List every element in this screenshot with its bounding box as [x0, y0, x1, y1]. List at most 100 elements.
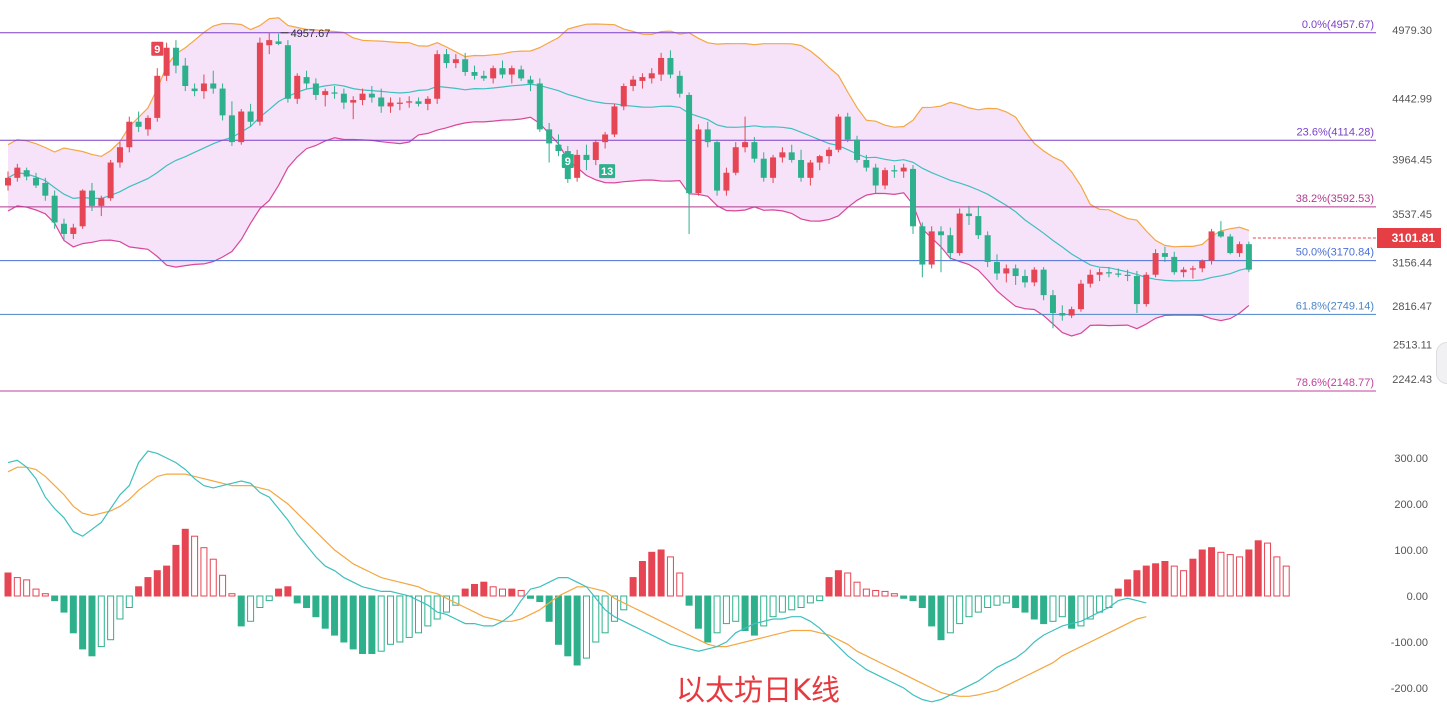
candle-body [79, 190, 86, 227]
scroll-handle[interactable] [1436, 342, 1447, 384]
candle-body [919, 226, 926, 265]
macd-histogram-bar [1142, 565, 1150, 597]
macd-histogram-bar [732, 595, 740, 622]
candle-body [844, 116, 851, 140]
macd-histogram-bar [918, 595, 926, 608]
td-marker-badge [599, 164, 616, 179]
macd-histogram-bar [275, 588, 283, 597]
fib-label-0: 0.0%(4957.67) [1302, 19, 1374, 31]
candle-body [826, 149, 833, 157]
price-tick-label: 4442.99 [1392, 93, 1432, 105]
bollinger-middle-line [7, 83, 1250, 282]
candle-body [284, 45, 291, 99]
macd-histogram-bar [872, 589, 880, 597]
macd-histogram-bar [13, 577, 21, 597]
macd-histogram-bar [508, 588, 516, 597]
macd-histogram-bar [1077, 595, 1085, 627]
fib-label-5: 78.6%(2148.77) [1296, 377, 1374, 389]
td-marker-label: 9 [154, 44, 160, 56]
fib-label-1: 23.6%(4114.28) [1297, 126, 1374, 138]
macd-histogram-bar [1030, 595, 1038, 620]
candle-body [1133, 276, 1140, 305]
candle-body [676, 75, 683, 94]
macd-histogram-bar [1273, 556, 1281, 597]
candle-body [732, 147, 739, 173]
candle-body [965, 213, 972, 217]
candle-body [1236, 244, 1243, 254]
macd-histogram-bar [424, 595, 432, 627]
candle-body [928, 231, 935, 265]
macd-histogram-bar [153, 570, 161, 597]
candle-body [1068, 309, 1075, 316]
macd-histogram-bar [1058, 595, 1066, 618]
macd-histogram-bar [526, 595, 534, 599]
macd-histogram-bar [694, 595, 702, 629]
td-marker-label: 13 [601, 166, 613, 178]
macd-tick-label: 200.00 [1394, 499, 1428, 511]
candle-body [807, 162, 814, 178]
macd-histogram-bar [564, 595, 572, 657]
macd-tick-label: -100.00 [1391, 637, 1428, 649]
macd-histogram-bar [116, 595, 124, 620]
macd-histogram-bar [1152, 563, 1160, 597]
macd-histogram-bar [303, 595, 311, 608]
macd-histogram-bar [1040, 595, 1048, 625]
macd-histogram-bar [69, 595, 77, 634]
candle-body [770, 157, 777, 178]
candle-body [798, 159, 805, 178]
candle-body [1189, 268, 1196, 270]
macd-histogram-bar [834, 570, 842, 597]
candle-body [686, 94, 693, 194]
candle-body [88, 190, 95, 206]
candle-body [294, 75, 301, 99]
macd-histogram-bar [443, 595, 451, 613]
candle-body [163, 47, 170, 76]
macd-histogram-bar [396, 595, 404, 643]
candle-body [536, 83, 543, 130]
candle-body [200, 83, 207, 92]
macd-histogram-bar [816, 595, 824, 602]
macd-histogram-bar [1002, 595, 1010, 604]
candle-body [1012, 268, 1019, 277]
candle-body [42, 182, 49, 196]
candle-body [975, 216, 982, 236]
td-marker-badge [151, 41, 164, 56]
macd-histogram-bar [172, 544, 180, 597]
macd-histogram-bar [1133, 570, 1141, 597]
candle-body [32, 177, 39, 186]
candle-body [5, 177, 11, 186]
candle-body [340, 93, 347, 103]
macd-histogram-bar [750, 595, 758, 636]
candle-body [107, 162, 114, 199]
macd-histogram-bar [452, 595, 460, 606]
candle-body [527, 79, 534, 84]
macd-histogram-bar [956, 595, 964, 625]
macd-histogram-bar [480, 581, 488, 597]
candle-body [1245, 244, 1252, 270]
candle-body [1115, 273, 1122, 275]
macd-histogram-bar [79, 595, 87, 650]
candle-body [1227, 236, 1234, 254]
macd-histogram-bar [937, 595, 945, 641]
candle-body [947, 235, 954, 254]
candle-body [602, 134, 609, 143]
candle-body [1152, 253, 1159, 275]
candle-body [583, 154, 590, 160]
macd-histogram-bar [1012, 595, 1020, 608]
candle-body [499, 68, 506, 75]
candle-body [779, 152, 786, 158]
macd-histogram-bar [387, 595, 395, 645]
macd-histogram-bar [760, 595, 768, 627]
candle-body [1208, 231, 1215, 261]
candle-body [508, 68, 515, 75]
macd-histogram-bar [377, 595, 385, 652]
macd-histogram-bar [657, 549, 665, 597]
macd-histogram-bar [1180, 570, 1188, 597]
macd-histogram-bar [368, 595, 376, 654]
macd-histogram-bar [965, 595, 973, 618]
macd-tick-label: 300.00 [1394, 453, 1428, 465]
candle-body [275, 41, 282, 44]
candle-body [387, 102, 394, 107]
macd-histogram-bar [1208, 547, 1216, 597]
macd-histogram-bar [788, 595, 796, 611]
